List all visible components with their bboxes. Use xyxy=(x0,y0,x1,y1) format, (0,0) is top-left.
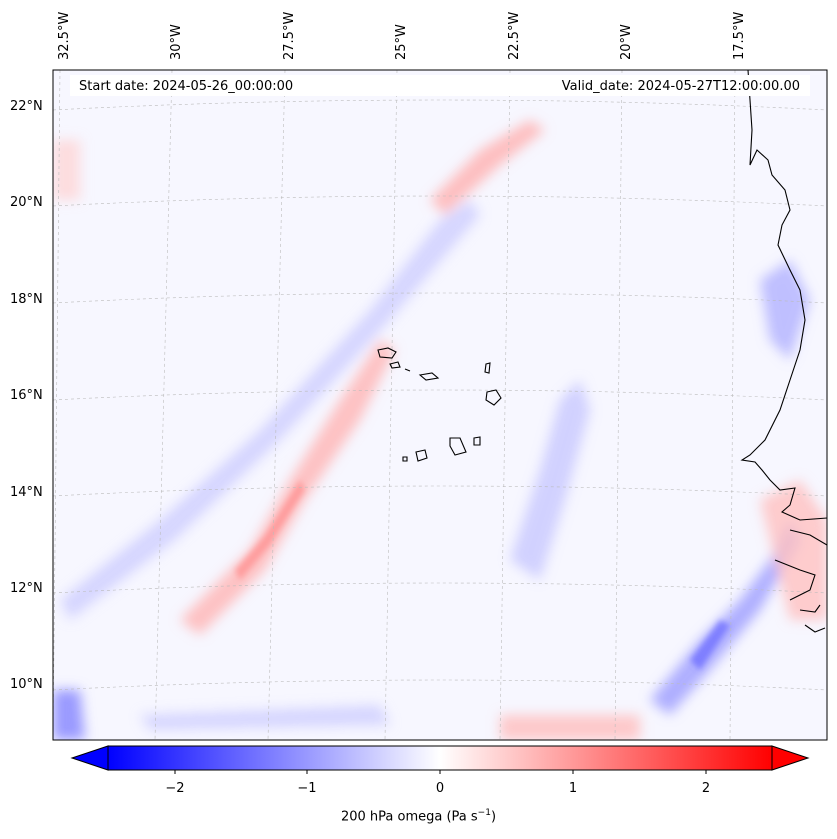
map-background xyxy=(53,70,827,740)
colorbar-ticks xyxy=(174,770,707,774)
colorbar-body xyxy=(107,745,773,771)
lon-label-22-5w: 22.5°W xyxy=(507,11,522,60)
start-date-label: Start date: 2024-05-26_00:00:00 xyxy=(79,79,294,94)
lon-label-17-5w: 17.5°W xyxy=(732,11,747,60)
colorbar-tick-label: −2 xyxy=(165,781,185,796)
lat-label-12n: 12°N xyxy=(10,581,43,596)
ascent-band-north xyxy=(430,120,545,215)
lat-label-20n: 20°N xyxy=(10,195,43,210)
lat-label-10n: 10°N xyxy=(10,677,43,692)
descent-band-east xyxy=(650,520,800,715)
valid-date-label: Valid_date: 2024-05-27T12:00:00.00 xyxy=(561,79,800,94)
colorbar-label-exponent: −1 xyxy=(477,808,491,818)
colorbar xyxy=(70,745,810,774)
colorbar-tick-label: 0 xyxy=(435,781,445,796)
lat-label-14n: 14°N xyxy=(10,485,43,500)
colorbar-label: 200 hPa omega (Pa s−1) xyxy=(0,808,837,824)
ascent-south-strip xyxy=(500,715,640,740)
colorbar-tick-label: −1 xyxy=(297,781,317,796)
descent-southwest xyxy=(53,690,85,740)
cape-verde-islands xyxy=(377,347,502,462)
colorbar-extend-max xyxy=(771,745,810,771)
lon-label-30w: 30°W xyxy=(169,24,184,60)
coastlines xyxy=(377,70,827,633)
descent-band-west xyxy=(60,200,480,620)
omega-field xyxy=(53,70,827,740)
lat-label-16n: 16°N xyxy=(10,388,43,403)
africa-coastline xyxy=(740,70,827,633)
colorbar-label-close: ) xyxy=(490,809,497,825)
lon-label-32-5w: 32.5°W xyxy=(57,11,72,60)
lon-label-20w: 20°W xyxy=(619,24,634,60)
descent-band-central xyxy=(510,380,590,580)
lon-label-25w: 25°W xyxy=(394,24,409,60)
gridlines xyxy=(53,70,827,740)
colorbar-tick-label: 1 xyxy=(568,781,578,796)
ascent-coast xyxy=(760,480,827,620)
colorbar-label-text: 200 hPa omega (Pa s xyxy=(340,809,478,825)
lat-label-22n: 22°N xyxy=(10,99,43,114)
ascent-west-edge xyxy=(53,140,80,200)
colorbar-tick-label: 2 xyxy=(701,781,711,796)
ascent-core xyxy=(235,480,305,580)
descent-south-strip xyxy=(140,705,390,730)
lon-label-27-5w: 27.5°W xyxy=(282,11,297,60)
lat-label-18n: 18°N xyxy=(10,292,43,307)
colorbar-extend-min xyxy=(70,745,109,771)
descent-core xyxy=(690,620,730,670)
date-banner xyxy=(70,75,810,96)
map-frame xyxy=(52,69,828,741)
